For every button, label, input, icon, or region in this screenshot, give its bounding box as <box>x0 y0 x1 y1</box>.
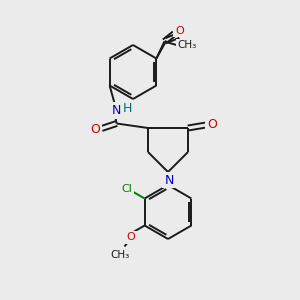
Text: CH₃: CH₃ <box>111 250 130 260</box>
Text: N: N <box>164 173 174 187</box>
Text: CH₃: CH₃ <box>178 40 197 50</box>
Text: H: H <box>123 102 132 115</box>
Text: N: N <box>112 104 121 117</box>
Text: O: O <box>91 123 100 136</box>
Text: O: O <box>126 232 135 242</box>
Text: O: O <box>207 118 217 130</box>
Text: O: O <box>175 26 184 35</box>
Text: Cl: Cl <box>121 184 132 194</box>
